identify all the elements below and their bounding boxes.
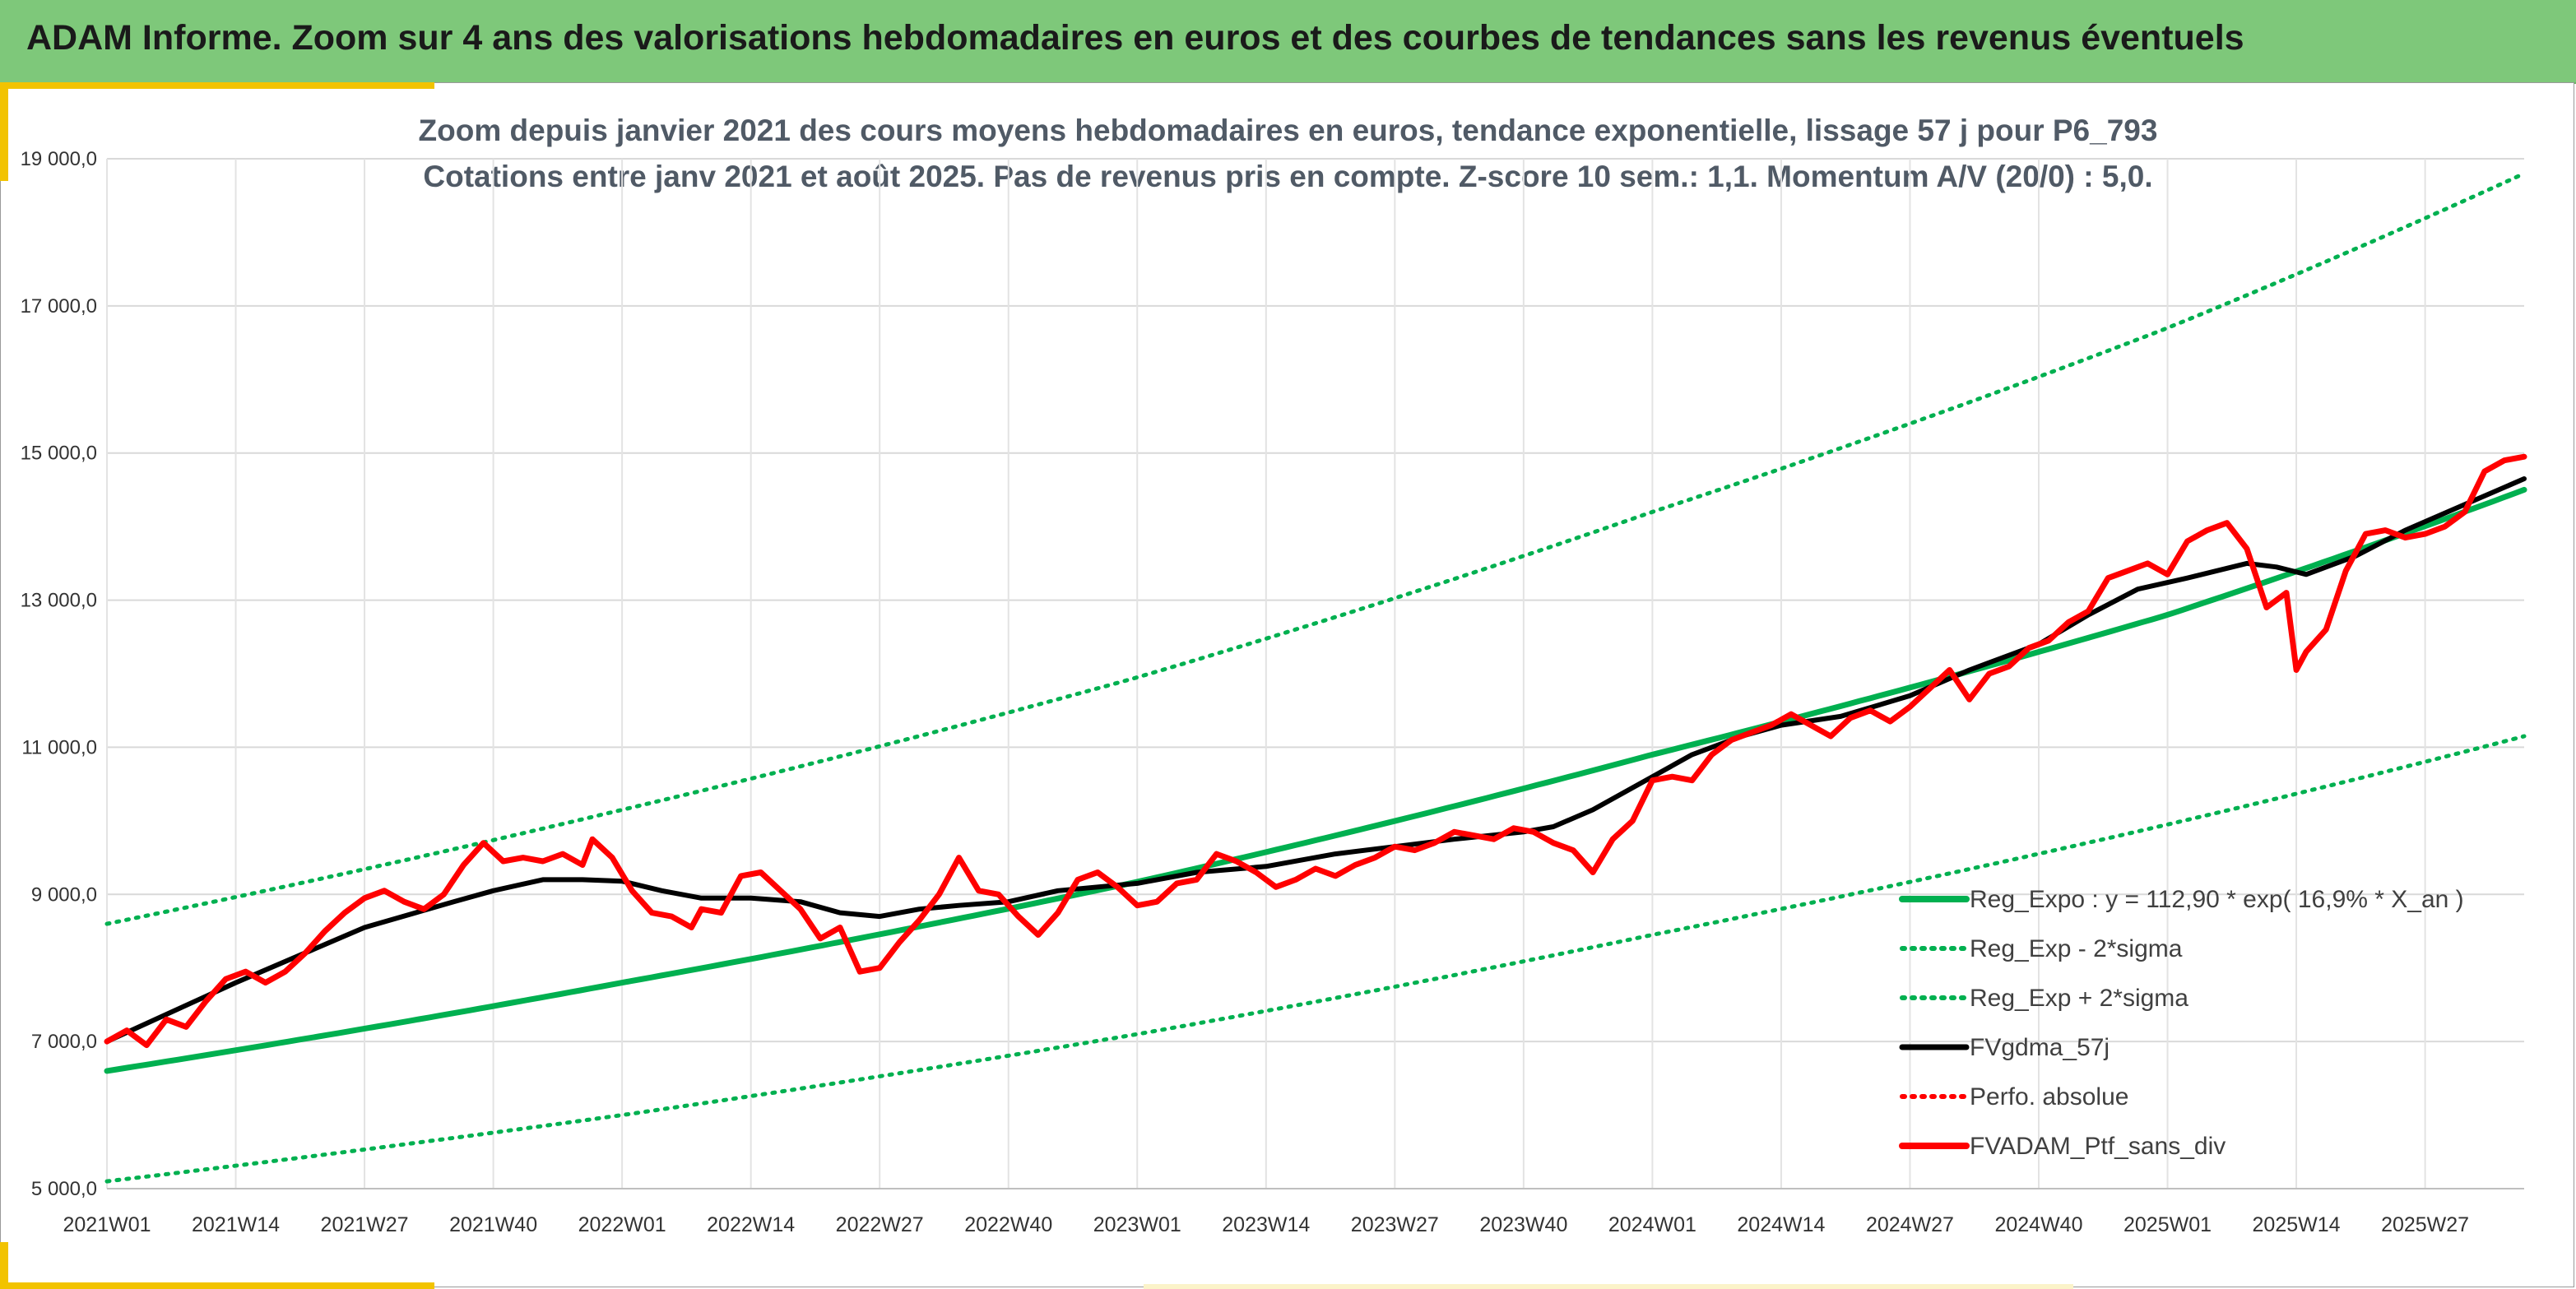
x-tick-label: 2021W01 <box>63 1213 151 1236</box>
accent-bar-bottom-left <box>0 1282 434 1289</box>
chart-title: Zoom depuis janvier 2021 des cours moyen… <box>418 114 2158 147</box>
legend: Reg_Expo : y = 112,90 * exp( 16,9% * X_a… <box>1899 886 2464 1160</box>
x-tick-label: 2021W14 <box>192 1213 280 1236</box>
x-tick-label: 2024W01 <box>1608 1213 1696 1236</box>
x-tick-label: 2023W27 <box>1351 1213 1439 1236</box>
series-line-3 <box>104 476 2527 1045</box>
x-tick-label: 2022W40 <box>964 1213 1052 1236</box>
axis-layer: 5 000,0 7 000,0 9 000,0 11 000,0 13 000,0 15 … <box>21 148 2524 1236</box>
x-tick-label: 2025W01 <box>2123 1213 2212 1236</box>
series-line-2 <box>104 171 2527 926</box>
legend-label: Reg_Exp + 2*sigma <box>1970 985 2188 1012</box>
banner-title: ADAM Informe. Zoom sur 4 ans des valoris… <box>26 18 2244 58</box>
x-tick-label: 2022W27 <box>836 1213 924 1236</box>
accent-bar-left <box>0 82 8 181</box>
x-tick-label: 2024W14 <box>1737 1213 1825 1236</box>
x-tick-label: 2022W14 <box>707 1213 795 1236</box>
y-tick-label: 15 000,0 <box>21 443 97 465</box>
banner: ADAM Informe. Zoom sur 4 ans des valoris… <box>0 0 2576 84</box>
x-tick-label: 2023W01 <box>1093 1213 1181 1236</box>
legend-label: Reg_Expo : y = 112,90 * exp( 16,9% * X_a… <box>1970 886 2464 913</box>
legend-label: Reg_Exp - 2*sigma <box>1970 935 2183 962</box>
x-tick-label: 2024W27 <box>1866 1213 1954 1236</box>
x-tick-label: 2025W14 <box>2253 1213 2341 1236</box>
chart-subtitle: Cotations entre janv 2021 et août 2025. … <box>423 160 2153 193</box>
y-tick-label: 19 000,0 <box>21 148 97 170</box>
y-tick-label: 5 000,0 <box>31 1178 97 1200</box>
grid-layer <box>106 158 2524 1189</box>
x-tick-label: 2023W14 <box>1222 1213 1310 1236</box>
legend-label: FVADAM_Ptf_sans_div <box>1970 1133 2226 1160</box>
accent-bar-bottom-corner <box>0 1242 8 1289</box>
x-tick-label: 2022W01 <box>578 1213 666 1236</box>
x-tick-label: 2023W40 <box>1479 1213 1567 1236</box>
chart-frame <box>0 82 2574 1287</box>
series-line-0 <box>104 486 2527 1074</box>
y-tick-label: 9 000,0 <box>31 883 97 906</box>
accent-bar-bottom-mid <box>1144 1284 2073 1289</box>
x-tick-label: 2024W40 <box>1994 1213 2082 1236</box>
y-tick-label: 7 000,0 <box>31 1031 97 1053</box>
series-line-1 <box>104 734 2527 1184</box>
x-tick-label: 2021W27 <box>321 1213 409 1236</box>
legend-label: Perfo. absolue <box>1970 1083 2128 1110</box>
series-line-5 <box>104 453 2527 1049</box>
x-tick-label: 2025W27 <box>2381 1213 2469 1236</box>
accent-bar-top <box>0 82 434 89</box>
series-layer <box>104 171 2527 1184</box>
y-tick-label: 11 000,0 <box>21 736 97 758</box>
legend-label: FVgdma_57j <box>1970 1034 2110 1061</box>
y-tick-label: 17 000,0 <box>21 295 97 318</box>
y-tick-label: 13 000,0 <box>21 590 97 612</box>
x-tick-label: 2021W40 <box>449 1213 537 1236</box>
